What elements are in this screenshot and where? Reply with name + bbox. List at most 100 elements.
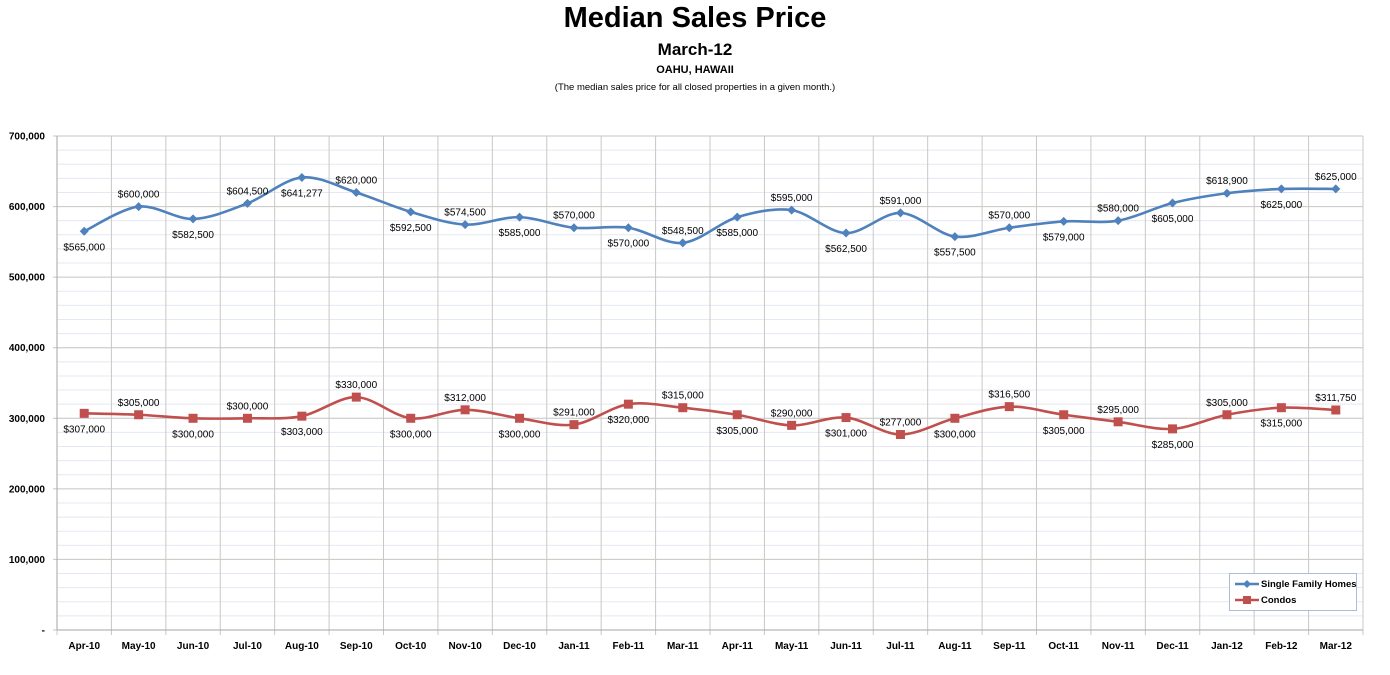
data-point-square bbox=[1276, 403, 1286, 413]
data-point-diamond bbox=[678, 238, 688, 248]
data-label: $311,750 bbox=[1315, 393, 1356, 404]
data-point-square bbox=[1004, 402, 1014, 412]
chart-subtitle: March-12 bbox=[657, 40, 733, 59]
data-point-square bbox=[460, 405, 470, 415]
data-label: $307,000 bbox=[63, 424, 105, 435]
data-label: $585,000 bbox=[499, 228, 541, 239]
x-tick-label: Dec-11 bbox=[1156, 641, 1189, 652]
data-label: $300,000 bbox=[499, 429, 541, 440]
data-label: $303,000 bbox=[281, 427, 323, 438]
legend-square-marker-icon bbox=[1235, 596, 1259, 604]
data-label: $580,000 bbox=[1097, 204, 1139, 215]
x-tick-label: Nov-10 bbox=[448, 641, 482, 652]
data-point-square bbox=[242, 413, 252, 423]
data-point-diamond bbox=[351, 187, 361, 197]
data-label: $625,000 bbox=[1315, 172, 1357, 183]
data-point-diamond bbox=[623, 223, 633, 233]
data-label: $315,000 bbox=[1261, 419, 1303, 430]
data-point-diamond bbox=[134, 202, 144, 212]
data-label: $330,000 bbox=[335, 380, 377, 391]
x-tick-label: Jan-12 bbox=[1211, 641, 1243, 652]
data-point-diamond bbox=[1222, 188, 1232, 198]
x-tick-label: Feb-11 bbox=[613, 641, 645, 652]
y-tick-label: 700,000 bbox=[9, 132, 46, 143]
data-label: $301,000 bbox=[825, 429, 867, 440]
legend-item-condos: Condos bbox=[1234, 593, 1296, 607]
y-tick-label: 600,000 bbox=[9, 202, 46, 213]
data-point-diamond bbox=[79, 226, 89, 236]
major-gridlines bbox=[53, 135, 1363, 631]
data-label: $300,000 bbox=[390, 429, 432, 440]
x-tick-label: Jul-10 bbox=[233, 641, 262, 652]
data-point-square bbox=[732, 410, 742, 420]
data-label: $300,000 bbox=[934, 429, 976, 440]
data-point-square bbox=[950, 413, 960, 423]
x-tick-label: Mar-11 bbox=[667, 641, 699, 652]
series-single-family-homes bbox=[79, 172, 1341, 248]
y-tick-label: 200,000 bbox=[9, 484, 46, 495]
data-label: $605,000 bbox=[1152, 214, 1194, 225]
data-label: $305,000 bbox=[1206, 398, 1248, 409]
data-label: $579,000 bbox=[1043, 232, 1085, 243]
chart-region: OAHU, HAWAII bbox=[656, 64, 734, 76]
series-group bbox=[79, 172, 1341, 440]
x-tick-label: Sep-10 bbox=[340, 641, 373, 652]
data-point-square bbox=[569, 420, 579, 430]
data-point-diamond bbox=[406, 207, 416, 217]
data-point-diamond bbox=[841, 228, 851, 238]
data-point-square bbox=[1059, 410, 1069, 420]
data-label: $618,900 bbox=[1206, 176, 1248, 187]
chart-note: (The median sales price for all closed p… bbox=[554, 82, 836, 93]
data-label: $290,000 bbox=[771, 408, 813, 419]
data-label: $562,500 bbox=[825, 244, 867, 255]
data-point-diamond bbox=[569, 223, 579, 233]
data-label: $604,500 bbox=[227, 186, 269, 197]
data-label: $548,500 bbox=[662, 226, 704, 237]
y-tick-label: 400,000 bbox=[9, 343, 46, 354]
data-label: $570,000 bbox=[988, 211, 1030, 222]
legend-label: Condos bbox=[1261, 594, 1297, 606]
data-point-square bbox=[895, 430, 905, 440]
y-tick-label: 100,000 bbox=[9, 555, 46, 566]
data-label: $305,000 bbox=[118, 398, 160, 409]
data-label: $591,000 bbox=[880, 196, 922, 207]
data-label: $570,000 bbox=[608, 239, 650, 250]
series-line-single-family-homes bbox=[83, 176, 1336, 245]
x-tick-label: Jul-11 bbox=[886, 641, 915, 652]
data-label: $300,000 bbox=[172, 429, 214, 440]
x-tick-label: Sep-11 bbox=[993, 641, 1026, 652]
data-label: $285,000 bbox=[1152, 440, 1194, 451]
legend-item-single-family-homes: Single Family Homes bbox=[1234, 577, 1357, 591]
x-tick-label: Jun-10 bbox=[177, 641, 210, 652]
data-point-diamond bbox=[460, 220, 470, 230]
data-point-square bbox=[134, 410, 144, 420]
data-point-diamond bbox=[895, 208, 905, 218]
data-point-square bbox=[1331, 405, 1341, 415]
data-label: $595,000 bbox=[771, 193, 813, 204]
data-label: $305,000 bbox=[716, 426, 758, 437]
data-point-square bbox=[1168, 424, 1178, 434]
data-point-square bbox=[623, 399, 633, 409]
x-tick-label: Jan-11 bbox=[558, 641, 590, 652]
data-point-diamond bbox=[732, 212, 742, 222]
data-point-diamond bbox=[1276, 184, 1286, 194]
x-tick-label: Feb-12 bbox=[1265, 641, 1298, 652]
data-point-square bbox=[1222, 410, 1232, 420]
y-tick-label: 500,000 bbox=[9, 273, 46, 284]
data-label: $565,000 bbox=[63, 242, 105, 253]
x-tick-label: Aug-11 bbox=[938, 641, 972, 652]
data-label: $585,000 bbox=[716, 228, 758, 239]
axes bbox=[56, 136, 1363, 631]
data-point-diamond bbox=[242, 198, 252, 208]
data-label: $641,277 bbox=[281, 188, 323, 199]
data-point-diamond bbox=[1168, 198, 1178, 208]
data-point-diamond bbox=[787, 205, 797, 215]
data-point-square bbox=[297, 411, 307, 421]
data-label: $277,000 bbox=[880, 418, 922, 429]
data-label: $620,000 bbox=[335, 175, 377, 186]
data-point-diamond bbox=[1113, 216, 1123, 226]
data-point-diamond bbox=[1004, 223, 1014, 233]
data-point-diamond bbox=[950, 232, 960, 242]
data-point-diamond bbox=[297, 172, 307, 182]
y-axis-tick-labels: - 100,000 200,000 300,000 400,000 500,000 600,… bbox=[9, 132, 46, 637]
